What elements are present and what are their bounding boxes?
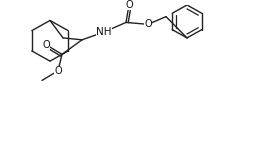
Text: NH: NH xyxy=(96,27,112,37)
Text: O: O xyxy=(125,0,133,10)
Text: O: O xyxy=(54,66,62,76)
Text: O: O xyxy=(42,40,50,50)
Text: O: O xyxy=(144,19,152,29)
